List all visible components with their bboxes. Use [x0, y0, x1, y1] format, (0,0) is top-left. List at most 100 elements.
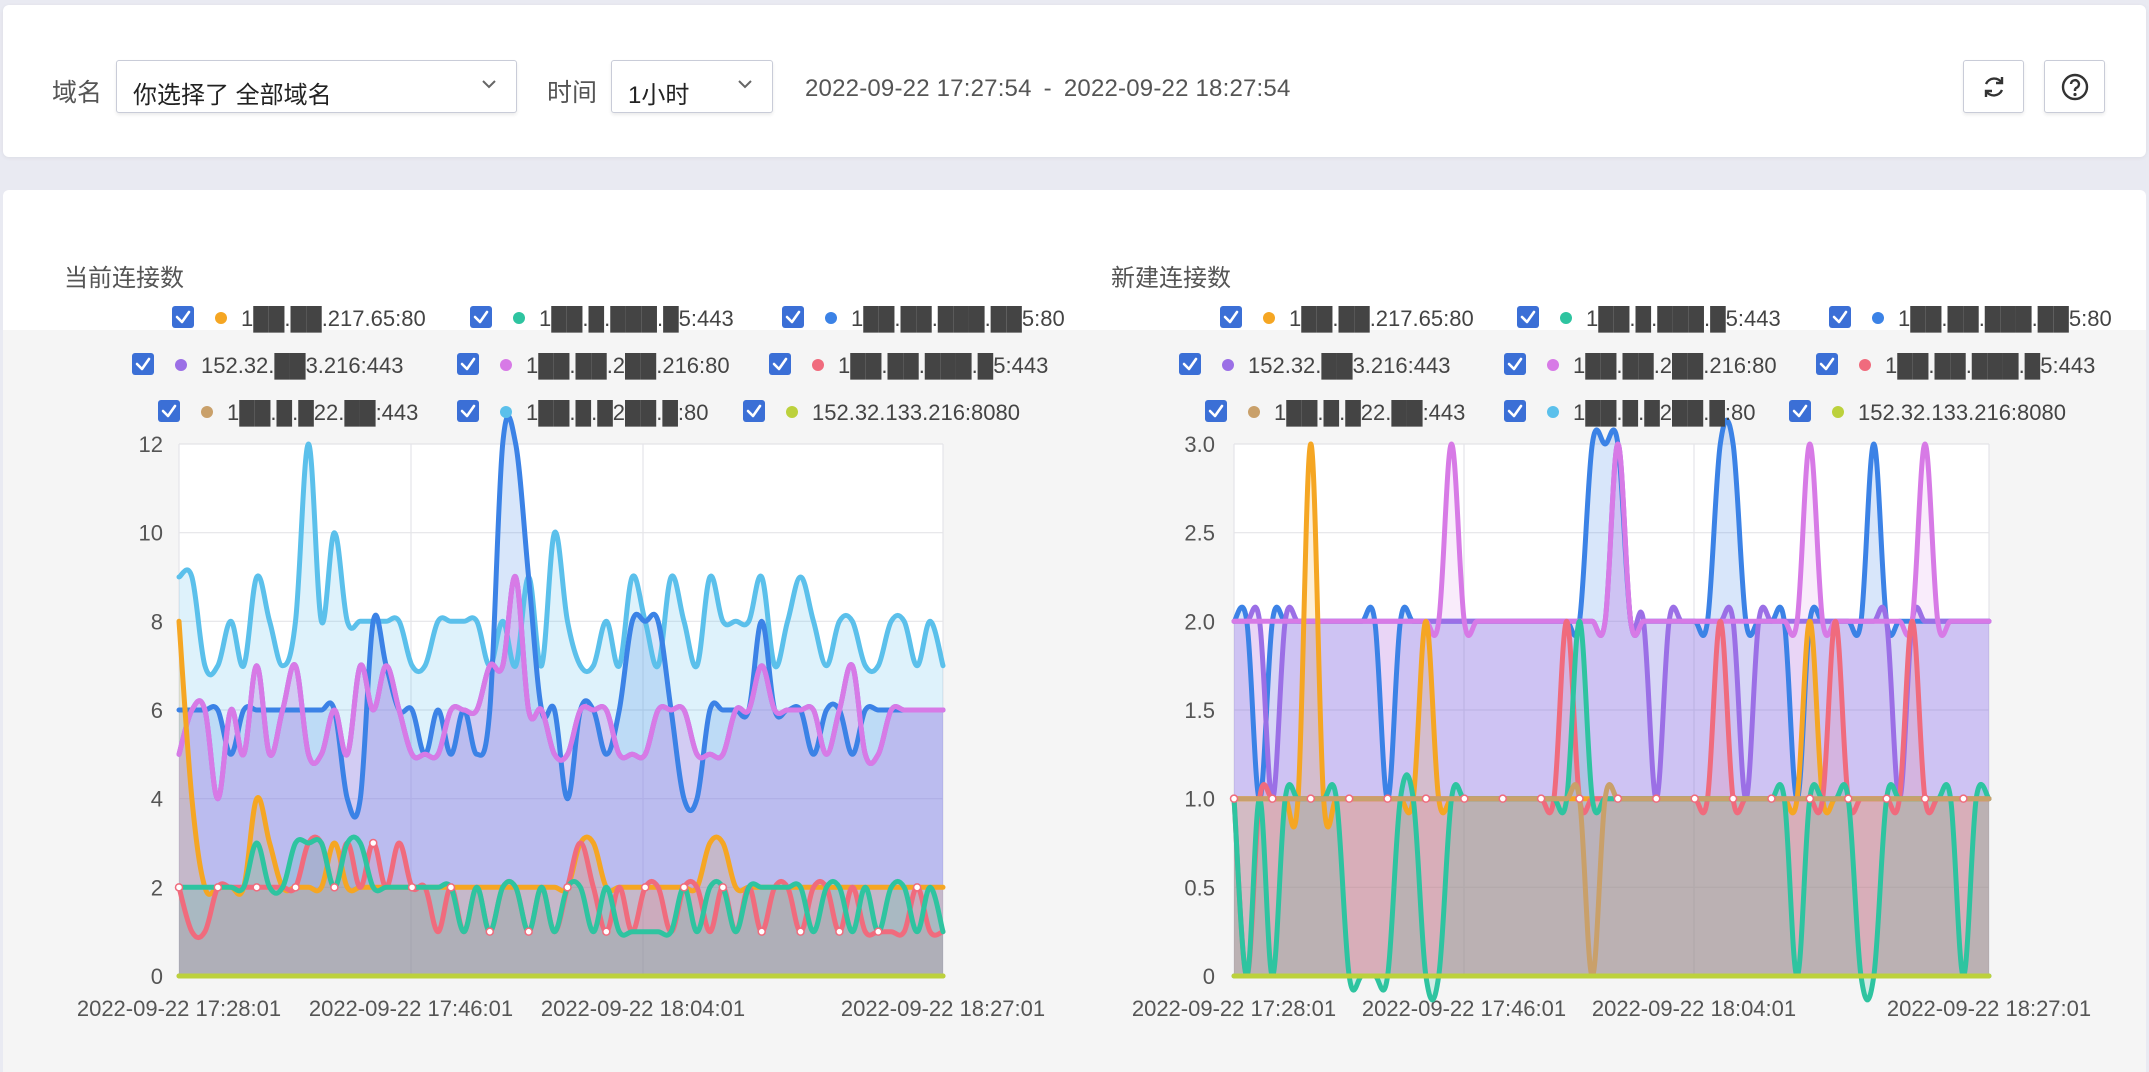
domain-label: 域名	[52, 79, 103, 107]
legend-label: 1██.█.█2██.█:80	[1573, 399, 1756, 427]
legend-item-2[interactable]: 1██.█.███.█5:443	[470, 305, 734, 333]
checkbox-box	[1517, 306, 1539, 328]
data-point	[1843, 794, 1853, 803]
checkbox-checked-icon[interactable]	[132, 353, 154, 375]
y-tick-label: 3.0	[1184, 432, 1215, 457]
checkmark	[1208, 404, 1224, 418]
legend-item-8[interactable]: 1██.█.█2██.█:80	[457, 399, 709, 427]
legend-label: 1██.█.█22.██:443	[1274, 399, 1465, 427]
refresh-button[interactable]	[1963, 60, 2024, 113]
y-tick-label: 12	[139, 432, 163, 457]
data-point	[174, 883, 184, 892]
checkbox-box	[1829, 306, 1851, 328]
legend-item-6[interactable]: 1██.██.███.█5:443	[1816, 352, 2095, 380]
checkbox-checked-icon[interactable]	[1517, 306, 1539, 328]
checkbox-box	[457, 400, 479, 422]
checkbox-checked-icon[interactable]	[470, 306, 492, 328]
checkmark	[1792, 404, 1808, 418]
checkmark	[1223, 310, 1239, 324]
checkbox-checked-icon[interactable]	[1220, 306, 1242, 328]
charts-panel: 当前连接数 新建连接数 0 2 4 6 8 10 12 2022-09-22 17:28:01…	[3, 190, 2146, 1072]
y-tick-label: 4	[151, 787, 163, 812]
range-separator: -	[1043, 75, 1052, 102]
legend-label: 1██.██.███.██5:80	[1898, 305, 2112, 333]
checkbox-box	[172, 306, 194, 328]
y-tick-label: 1.0	[1184, 787, 1215, 812]
checkbox-checked-icon[interactable]	[457, 400, 479, 422]
legend-item-1[interactable]: 1██.██.217.65:80	[172, 305, 426, 333]
checkbox-box	[158, 400, 180, 422]
checkbox-checked-icon[interactable]	[172, 306, 194, 328]
legend-label: 152.32.133.216:8080	[812, 400, 1020, 425]
domain-select[interactable]: 你选择了 全部域名	[116, 60, 517, 113]
y-tick-label: 2	[151, 875, 163, 900]
data-point	[1229, 794, 1239, 803]
checkbox-checked-icon[interactable]	[743, 400, 765, 422]
checkbox-box	[1504, 400, 1526, 422]
domain-select-value: 你选择了 全部域名	[133, 82, 332, 109]
series-area-4	[1234, 444, 1989, 976]
checkbox-box	[1220, 306, 1242, 328]
legend-color-dot	[1547, 359, 1559, 371]
checkbox-checked-icon[interactable]	[1504, 400, 1526, 422]
legend-color-dot	[500, 406, 512, 418]
legend-item-3[interactable]: 1██.██.███.██5:80	[782, 305, 1065, 333]
data-point	[1805, 794, 1815, 803]
legend-item-5[interactable]: 1██.██.2██.216:80	[457, 352, 730, 380]
series-area-5	[1234, 444, 1989, 976]
legend-item-9[interactable]: 152.32.133.216:8080	[743, 400, 1020, 425]
help-button[interactable]	[2044, 60, 2105, 113]
checkmark	[460, 357, 476, 371]
time-select[interactable]: 1小时	[611, 60, 773, 113]
checkbox-box	[1789, 400, 1811, 422]
data-point	[835, 927, 844, 936]
legend-item-5[interactable]: 1██.██.2██.216:80	[1504, 352, 1777, 380]
checkbox-checked-icon[interactable]	[1829, 306, 1851, 328]
legend-item-2[interactable]: 1██.█.███.█5:443	[1517, 305, 1781, 333]
checkbox-checked-icon[interactable]	[769, 353, 791, 375]
checkbox-checked-icon[interactable]	[782, 306, 804, 328]
y-tick-label: 1.5	[1184, 698, 1215, 723]
legend-color-dot	[1248, 406, 1260, 418]
y-tick-label: 0	[1203, 964, 1215, 989]
x-tick-label: 2022-09-22 18:27:01	[1887, 996, 2091, 1021]
legend-item-4[interactable]: 152.32.██3.216:443	[132, 352, 403, 380]
checkbox-box	[743, 400, 765, 422]
series-line-2	[176, 834, 946, 938]
time-label: 时间	[547, 79, 598, 107]
legend-label: 1██.██.2██.216:80	[526, 352, 730, 380]
checkbox-checked-icon[interactable]	[1816, 353, 1838, 375]
checkbox-checked-icon[interactable]	[1179, 353, 1201, 375]
x-tick-label: 2022-09-22 18:27:01	[841, 996, 1045, 1021]
legend-item-6[interactable]: 1██.██.███.█5:443	[769, 352, 1048, 380]
checkbox-checked-icon[interactable]	[1504, 353, 1526, 375]
legend-item-3[interactable]: 1██.██.███.██5:80	[1829, 305, 2112, 333]
data-point	[485, 927, 495, 936]
series-area-2	[1234, 621, 1989, 1000]
legend-item-1[interactable]: 1██.██.217.65:80	[1220, 305, 1474, 333]
checkmark	[785, 310, 801, 324]
checkbox-checked-icon[interactable]	[158, 400, 180, 422]
legend-color-dot	[812, 359, 824, 371]
data-point	[563, 883, 572, 892]
legend-label: 1██.█.███.█5:443	[1586, 305, 1781, 333]
legend-item-4[interactable]: 152.32.██3.216:443	[1179, 352, 1450, 380]
checkbox-box	[457, 353, 479, 375]
legend-item-9[interactable]: 152.32.133.216:8080	[1789, 400, 2066, 425]
legend-item-8[interactable]: 1██.█.█2██.█:80	[1504, 399, 1756, 427]
legend-color-dot	[1872, 312, 1884, 324]
series-area-3	[179, 416, 943, 976]
checkbox-box	[1816, 353, 1838, 375]
checkbox-checked-icon[interactable]	[457, 353, 479, 375]
legend-label: 1██.██.███.█5:443	[1885, 352, 2095, 380]
legend-item-7[interactable]: 1██.█.█22.██:443	[1205, 399, 1465, 427]
legend-item-7[interactable]: 1██.█.█22.██:443	[158, 399, 418, 427]
series-area-6	[1234, 621, 1989, 976]
checkbox-box	[782, 306, 804, 328]
series-area-2	[179, 837, 943, 976]
time-select-value: 1小时	[628, 82, 690, 109]
checkbox-checked-icon[interactable]	[1789, 400, 1811, 422]
checkbox-checked-icon[interactable]	[1205, 400, 1227, 422]
chart-title-new: 新建连接数	[1111, 265, 1231, 292]
data-point	[1882, 794, 1891, 803]
